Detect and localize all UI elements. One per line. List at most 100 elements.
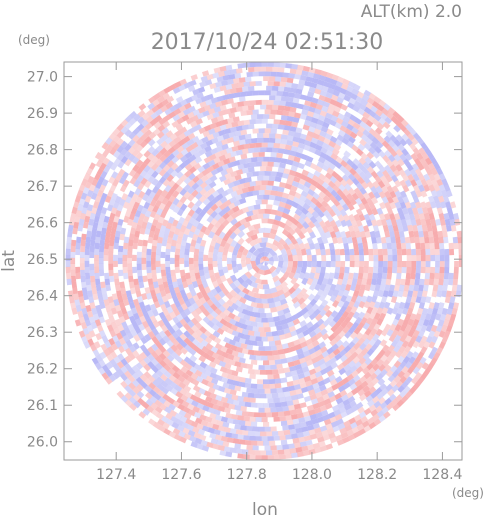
radar-cell [187, 283, 195, 292]
radar-cell [139, 169, 148, 178]
radar-cell [290, 266, 298, 274]
radar-cell [292, 379, 300, 386]
radar-cell [107, 296, 114, 304]
radar-cell [166, 278, 173, 286]
radar-cell [314, 149, 322, 157]
radar-cell [164, 136, 173, 145]
radar-cell [366, 362, 374, 371]
radar-cell [168, 431, 177, 439]
radar-cell [375, 236, 382, 244]
radar-cell [249, 161, 256, 168]
radar-cell [399, 201, 407, 209]
radar-cell [218, 231, 226, 239]
radar-cell [174, 102, 183, 110]
radar-cell [70, 263, 76, 271]
y-tick-label: 27.0 [27, 70, 58, 86]
radar-cell [327, 289, 335, 297]
radar-cell [332, 348, 341, 356]
radar-cell [263, 322, 270, 328]
radar-cell [200, 339, 209, 347]
radar-cell [225, 451, 233, 458]
radar-cell [96, 324, 104, 332]
radar-cell [415, 179, 423, 187]
radar-cell [114, 173, 123, 182]
radar-cell [141, 245, 148, 253]
radar-cell [190, 94, 199, 102]
radar-cell [185, 292, 193, 300]
radar-cell [410, 218, 417, 226]
radar-cell [363, 425, 372, 433]
radar-cell [346, 178, 354, 186]
radar-cell [433, 330, 441, 338]
radar-cell [104, 195, 112, 203]
radar-cell [349, 254, 355, 262]
radar-cell [103, 254, 109, 261]
radar-cell [321, 236, 329, 244]
radar-cell [340, 411, 348, 419]
radar-cell [369, 372, 378, 381]
radar-cell [113, 272, 119, 280]
radar-cell [183, 330, 191, 339]
radar-cell [405, 390, 413, 399]
radar-cell [280, 248, 288, 256]
radar-cell [342, 436, 350, 444]
radar-cell [411, 163, 420, 171]
radar-cell [305, 359, 314, 367]
radar-cell [355, 219, 363, 227]
radar-cell [310, 335, 319, 343]
x-tick-label: 127.4 [96, 467, 136, 483]
radar-cell [385, 218, 393, 227]
radar-cell [164, 377, 173, 386]
radar-cell [295, 427, 303, 434]
radar-cell [391, 242, 397, 250]
radar-cell [231, 102, 239, 108]
radar-cell [453, 212, 460, 220]
radar-cell [321, 299, 329, 308]
radar-cell [387, 344, 395, 353]
radar-cell [348, 300, 355, 309]
radar-cell [234, 321, 242, 328]
radar-cell [188, 257, 194, 265]
radar-cell [415, 248, 421, 256]
radar-cell [443, 236, 449, 244]
radar-cell [152, 205, 160, 213]
radar-cell [114, 236, 120, 244]
radar-cell [81, 207, 88, 215]
radar-cell [183, 356, 192, 364]
radar-cell [203, 191, 211, 199]
radar-cell [194, 156, 203, 164]
radar-cell [196, 92, 204, 99]
radar-cell [359, 138, 367, 147]
radar-cell [79, 263, 85, 271]
radar-cell [215, 140, 223, 148]
radar-cell [253, 331, 261, 337]
radar-cell [77, 224, 84, 232]
radar-cell [241, 206, 250, 214]
radar-cell [351, 336, 360, 345]
radar-cell [379, 383, 387, 391]
radar-cell [130, 227, 136, 235]
radar-cell [329, 338, 338, 347]
radar-cell [320, 266, 326, 274]
radar-cell [315, 83, 323, 91]
radar-cell [361, 181, 369, 190]
radar-cell [234, 242, 242, 251]
radar-cell [237, 332, 245, 339]
radar-cell [255, 62, 262, 67]
radar-cell [231, 145, 239, 152]
radar-cell [145, 122, 153, 130]
radar-cell [241, 148, 249, 155]
radar-cell [224, 342, 232, 350]
radar-cell [91, 207, 98, 215]
radar-cell [103, 215, 110, 223]
radar-cell [179, 195, 187, 204]
radar-cell [154, 114, 163, 123]
radar-cell [412, 224, 418, 232]
radar-cell [94, 362, 103, 370]
radar-cell [105, 230, 112, 238]
radar-cell [309, 141, 317, 149]
radar-cell [85, 236, 91, 244]
radar-cell [256, 283, 264, 290]
radar-cell [249, 62, 256, 68]
radar-cell [285, 101, 293, 107]
